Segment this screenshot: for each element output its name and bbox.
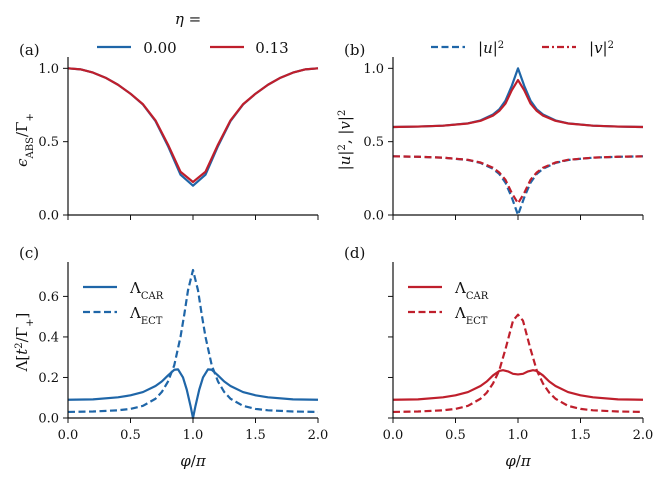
label-part: ABS (25, 137, 36, 160)
label-part: | (336, 116, 354, 121)
label-part: + (25, 113, 36, 121)
label-part: ECT (466, 316, 488, 327)
label-part: /Γ (13, 122, 31, 137)
label-part: | (493, 39, 498, 57)
x-tick-label: 2.0 (633, 428, 654, 443)
label-part: CAR (141, 291, 164, 302)
series-line-a-0 (67, 67, 319, 187)
label-part: v (336, 121, 354, 130)
label-part: | (336, 151, 354, 156)
panel-label: (a) (19, 41, 40, 59)
label-part: Λ (454, 279, 466, 297)
label-part: , | (336, 130, 354, 145)
legend-label-v: |v|2 (589, 39, 614, 57)
legend-label-ect-3: ΛECT (454, 304, 488, 327)
label-part: CAR (466, 291, 489, 302)
series-line-a-1 (67, 67, 319, 184)
x-tick-label: 0.0 (383, 428, 404, 443)
series-line-c-1 (67, 268, 319, 414)
label-part: Λ[ (13, 355, 31, 373)
panel-a: 0.0 0.5 1.0 (a) (19, 41, 319, 224)
label-part: + (25, 318, 36, 326)
y-tick-label: 0.6 (38, 290, 59, 305)
y-axis-label-a: ϵABS/Γ+ (13, 113, 36, 167)
x-tick-label: 1.5 (245, 428, 266, 443)
y-tick-label: 0.2 (38, 371, 59, 386)
x-axis-label-d: φ/π (505, 452, 532, 470)
label-part: π (520, 452, 532, 470)
panel-b: 0.0 0.5 1.0 (b) (344, 41, 644, 224)
label-part: /Γ (13, 327, 31, 342)
x-tick-label: 0.0 (58, 428, 79, 443)
label-part: η (175, 10, 184, 28)
label-part: 2 (337, 144, 348, 150)
label-part: Λ (129, 279, 141, 297)
y-tick-label: 0.0 (363, 209, 384, 224)
label-part: | (603, 39, 608, 57)
panel-c: 0.0 0.5 1.0 1.5 2.0 0.0 0.2 0.4 0.6 (c) (19, 244, 328, 443)
label-part: | (478, 39, 483, 57)
label-part: u (336, 156, 354, 166)
legend-label-eta-0: 0.00 (143, 39, 176, 57)
label-part: 2 (498, 40, 504, 51)
panel-label: (c) (19, 244, 39, 262)
legend-label-car-3: ΛCAR (454, 279, 489, 302)
legend-title: η = (175, 10, 201, 28)
label-part: | (336, 165, 354, 170)
legend-label-car-2: ΛCAR (129, 279, 164, 302)
y-tick-label: 0.5 (38, 135, 59, 150)
y-tick-label: 1.0 (363, 62, 384, 77)
label-part: Λ (454, 304, 466, 322)
y-axis-label-c: Λ[t2/Γ+] (13, 313, 36, 373)
y-tick-label: 1.0 (38, 62, 59, 77)
y-axis-label-b: |u|2, |v|2 (336, 110, 354, 171)
label-part: φ (180, 452, 191, 470)
label-part: t (13, 348, 31, 355)
x-tick-label: 2.0 (308, 428, 329, 443)
y-tick-label: 0.5 (363, 135, 384, 150)
label-part: ] (13, 313, 31, 319)
x-tick-label: 0.5 (120, 428, 141, 443)
series-line-b-2 (392, 155, 644, 217)
label-part: 2 (337, 110, 348, 116)
label-part: Λ (129, 304, 141, 322)
label-part: ϵ (13, 158, 31, 167)
label-part: / (191, 452, 197, 470)
label-part: 2 (14, 342, 25, 348)
y-tick-label: 0.0 (38, 412, 59, 427)
x-tick-label: 0.5 (445, 428, 466, 443)
series-line-d-0 (392, 369, 644, 401)
panel-d: 0.0 0.5 1.0 1.5 2.0 (d) (344, 244, 653, 443)
label-part: ECT (141, 316, 163, 327)
x-tick-label: 1.0 (183, 428, 204, 443)
label-part: | (589, 39, 594, 57)
panel-label: (b) (344, 41, 365, 59)
label-part: π (195, 452, 207, 470)
y-tick-label: 0.4 (38, 330, 59, 345)
legend-label-eta-1: 0.13 (255, 39, 288, 57)
label-part: 2 (608, 40, 614, 51)
x-tick-label: 1.5 (570, 428, 591, 443)
legend-label-ect-2: ΛECT (129, 304, 163, 327)
series-line-b-1 (392, 78, 644, 129)
label-part: φ (505, 452, 516, 470)
label-part: u (483, 39, 493, 57)
label-part: v (594, 39, 603, 57)
x-tick-label: 1.0 (508, 428, 529, 443)
y-tick-label: 0.0 (38, 209, 59, 224)
panel-label: (d) (344, 244, 365, 262)
x-axis-label-c: φ/π (180, 452, 207, 470)
series-line-d-1 (392, 313, 644, 414)
label-part: = (184, 10, 201, 28)
label-part: / (516, 452, 522, 470)
series-line-b-0 (392, 67, 644, 129)
legend-label-u: |u|2 (478, 39, 504, 57)
series-line-b-3 (392, 155, 644, 205)
